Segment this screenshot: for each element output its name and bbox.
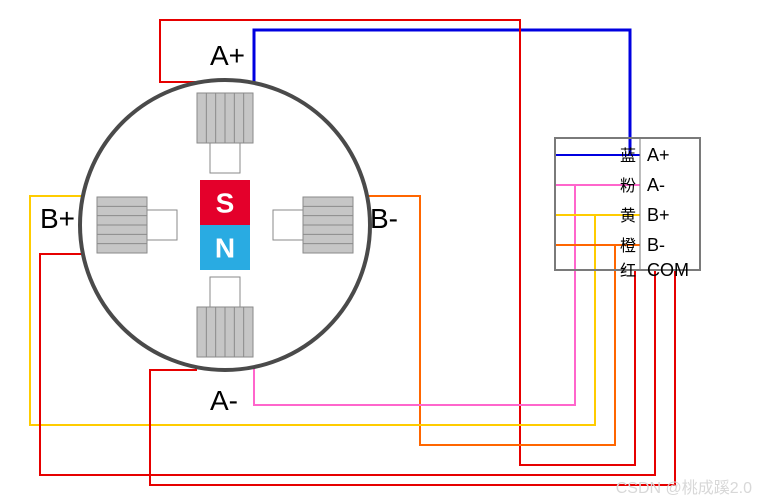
pole-label: B+ (40, 203, 75, 234)
terminal-name: B+ (647, 205, 670, 225)
magnet-s-label: S (216, 188, 235, 219)
terminal-color-cn: 蓝 (620, 147, 636, 165)
terminal-color-cn: 粉 (620, 177, 636, 195)
pole-label: A+ (210, 40, 245, 71)
terminal-name: A+ (647, 145, 670, 165)
motor-wiring-diagram: SN A+ A- B+ B- 蓝 A+ 粉 A- 黄 B+ 橙 B- 红 COM (0, 0, 762, 504)
pole-label: A- (210, 385, 238, 416)
pole-label: B- (370, 203, 398, 234)
terminal-color-cn: 红 (620, 262, 636, 280)
terminal-name: B- (647, 235, 665, 255)
terminal-color-cn: 黄 (620, 207, 636, 225)
pole-core (147, 210, 177, 240)
terminal-color-cn: 橙 (620, 237, 636, 255)
pole-core (273, 210, 303, 240)
terminal-name: COM (647, 260, 689, 280)
pole-core (210, 143, 240, 173)
pole-core (210, 277, 240, 307)
magnet-n-label: N (215, 233, 235, 264)
terminal-name: A- (647, 175, 665, 195)
